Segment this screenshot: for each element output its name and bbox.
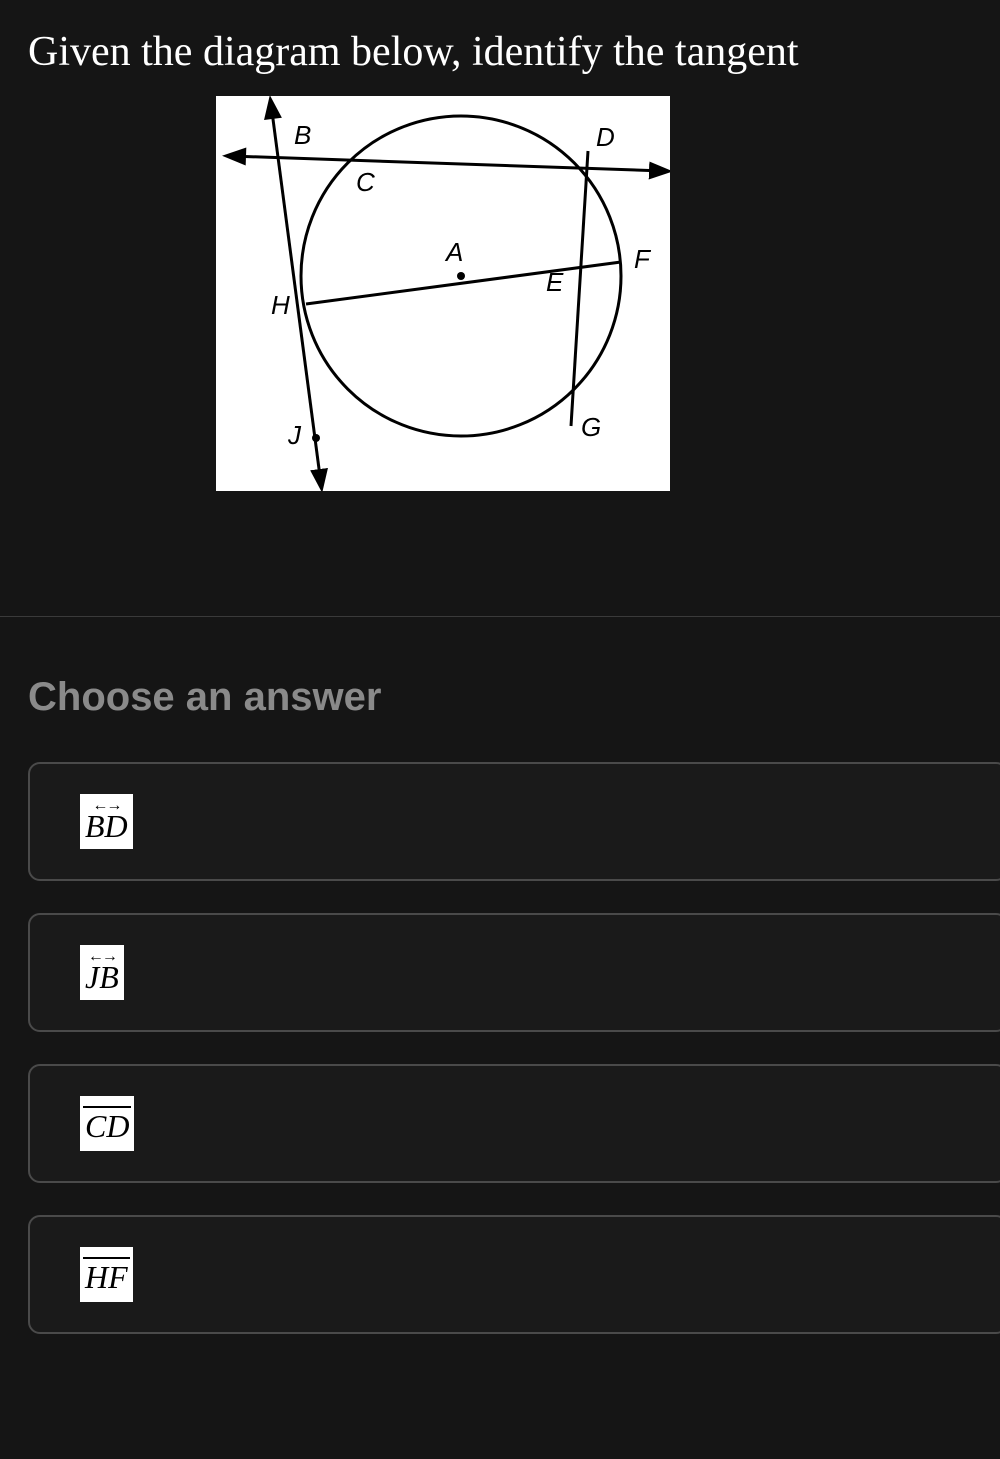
- svg-text:J: J: [287, 420, 302, 450]
- answer-option-hf[interactable]: HF: [28, 1215, 1000, 1334]
- answer-option-jb[interactable]: ←→JB: [28, 913, 1000, 1032]
- question-text: Given the diagram below, identify the ta…: [28, 28, 1000, 76]
- svg-text:H: H: [271, 290, 290, 320]
- answers-container: ←→BD ←→JB CD HF: [28, 762, 1000, 1334]
- svg-text:F: F: [634, 244, 652, 274]
- answer-letters: CD: [83, 1110, 131, 1142]
- answer-letters: JB: [83, 961, 121, 993]
- diagram-container: A B C D E F G H J: [216, 96, 670, 491]
- svg-text:C: C: [356, 167, 375, 197]
- question-container: Given the diagram below, identify the ta…: [0, 0, 1000, 491]
- svg-text:A: A: [444, 237, 463, 267]
- geometry-diagram: A B C D E F G H J: [216, 96, 670, 491]
- math-notation: CD: [80, 1096, 134, 1151]
- math-notation: ←→JB: [80, 945, 124, 1000]
- svg-text:G: G: [581, 412, 601, 442]
- math-notation: HF: [80, 1247, 133, 1302]
- math-notation: ←→BD: [80, 794, 133, 849]
- svg-text:E: E: [546, 267, 564, 297]
- svg-text:D: D: [596, 122, 615, 152]
- svg-text:B: B: [294, 120, 311, 150]
- answer-letters: HF: [83, 1261, 130, 1293]
- answer-letters: BD: [83, 810, 130, 842]
- answer-option-cd[interactable]: CD: [28, 1064, 1000, 1183]
- answer-section: Choose an answer ←→BD ←→JB CD HF: [0, 617, 1000, 1334]
- answer-prompt: Choose an answer: [28, 675, 1000, 720]
- answer-option-bd[interactable]: ←→BD: [28, 762, 1000, 881]
